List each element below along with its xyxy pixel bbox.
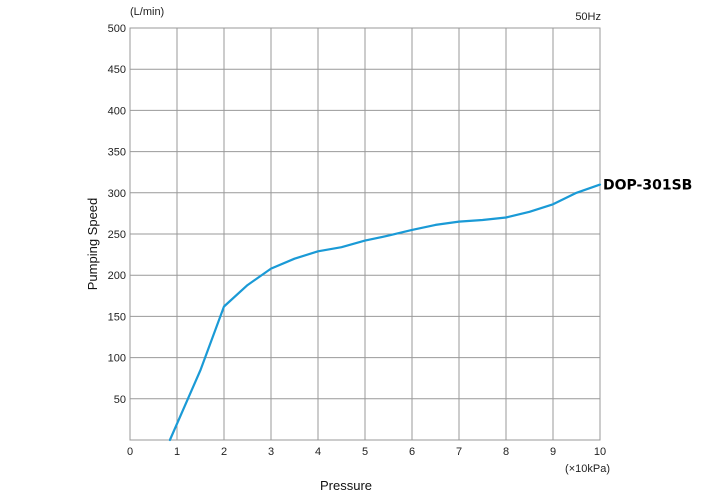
x-tick-labels: 0 1 2 3 4 5 6 7 8 9 10 (127, 446, 606, 458)
x-tick-label: 1 (174, 446, 180, 458)
y-unit-label: (L/min) (130, 6, 164, 18)
x-tick-label: 9 (550, 446, 556, 458)
y-tick-label: 500 (108, 23, 126, 35)
y-tick-label: 250 (108, 229, 126, 241)
y-tick-label: 150 (108, 311, 126, 323)
y-tick-label: 400 (108, 105, 126, 117)
y-tick-label: 350 (108, 147, 126, 159)
x-unit-label: (×10kPa) (565, 463, 610, 475)
y-tick-label: 200 (108, 270, 126, 282)
x-tick-label: 0 (127, 446, 133, 458)
x-tick-label: 8 (503, 446, 509, 458)
plot-frame (129, 27, 601, 441)
x-tick-label: 6 (409, 446, 415, 458)
x-axis-title: Pressure (320, 478, 372, 493)
x-tick-label: 7 (456, 446, 462, 458)
x-tick-label: 10 (594, 446, 606, 458)
x-tick-label: 3 (268, 446, 274, 458)
series-line-dop-301sb (168, 183, 602, 442)
grid (130, 28, 600, 440)
x-tick-label: 2 (221, 446, 227, 458)
x-tick-label: 4 (315, 446, 321, 458)
y-tick-label: 50 (114, 394, 126, 406)
x-tick-label: 5 (362, 446, 368, 458)
y-tick-label: 450 (108, 64, 126, 76)
y-axis-title: Pumping Speed (85, 198, 100, 291)
y-tick-label: 300 (108, 188, 126, 200)
y-tick-labels: 50 100 150 200 250 300 350 400 450 500 (108, 23, 126, 406)
series-label-dop-301sb: DOP-301SB (603, 178, 692, 194)
y-tick-label: 100 (108, 353, 126, 365)
frequency-label: 50Hz (575, 11, 601, 23)
